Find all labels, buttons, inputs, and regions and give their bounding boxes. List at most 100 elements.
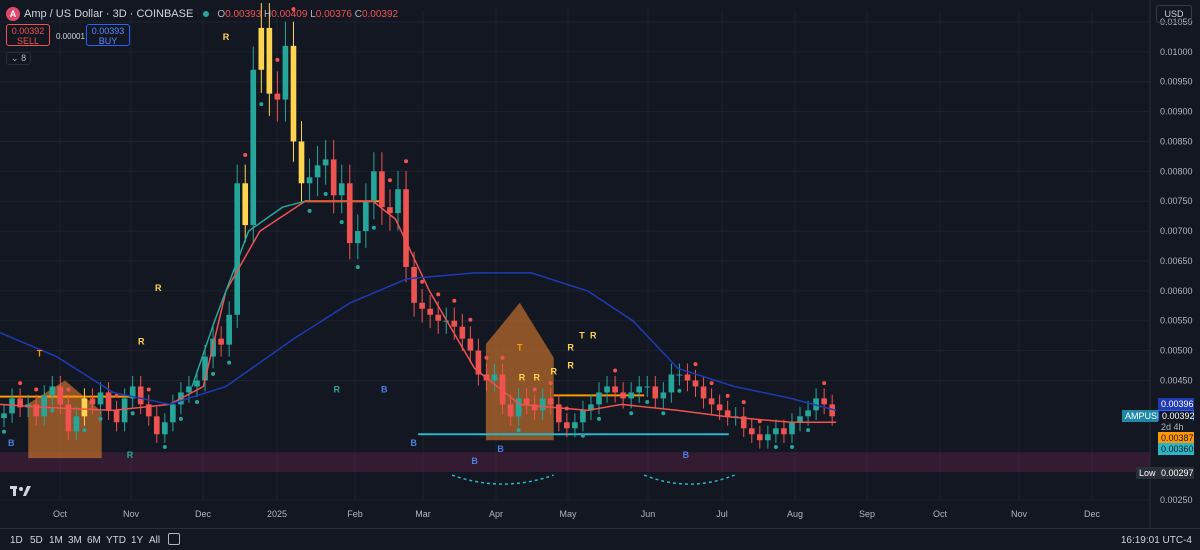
signal-dot — [789, 445, 794, 450]
signal-dot — [211, 371, 216, 376]
indicators-toggle[interactable]: ⌄ 8 — [6, 52, 32, 65]
indicator-line — [191, 200, 306, 387]
timeframe-all[interactable]: All — [149, 535, 161, 546]
tradingview-logo-icon — [10, 486, 31, 496]
x-tick-label: Jul — [716, 509, 728, 519]
candle-body — [636, 386, 643, 393]
candle-body — [781, 428, 787, 435]
candle-body — [829, 404, 835, 417]
candle-body — [572, 422, 578, 429]
candle-body — [387, 207, 393, 214]
candle-body — [459, 326, 466, 339]
candle-body — [129, 386, 136, 399]
candle-body — [186, 386, 192, 393]
currency-selector[interactable]: USD — [1156, 5, 1192, 23]
y-tick-label: 0.00550 — [1160, 316, 1193, 326]
signal-label: R — [519, 372, 526, 382]
y-tick-label: 0.00650 — [1160, 256, 1193, 266]
indicator-line — [0, 272, 837, 412]
signal-dot — [580, 433, 585, 438]
orange-level-tag: 0.00387 — [1158, 432, 1194, 444]
candle-body — [202, 356, 208, 381]
symbol-title[interactable]: Amp / US Dollar · 3D · COINBASE — [24, 8, 194, 20]
candle-body — [507, 404, 514, 417]
timeframe-5d[interactable]: 5D — [30, 535, 43, 546]
y-tick-label: 0.00450 — [1160, 375, 1193, 385]
signal-dot — [677, 388, 682, 393]
bottom-toolbar: 1D 5D 1M 3M 6M YTD 1Y All 16:19:01 UTC-4 — [0, 528, 1200, 550]
signal-dot — [194, 400, 199, 405]
x-tick-label: Dec — [1084, 509, 1101, 519]
signal-dot — [500, 355, 505, 360]
candle-body — [266, 27, 273, 94]
cyan-level-tag: 0.00360 — [1158, 443, 1194, 455]
candle-body — [700, 386, 707, 399]
rounding-arc — [451, 474, 554, 485]
sell-button[interactable]: 0.00392 SELL — [6, 24, 50, 46]
ma-price-tag: 0.00396 — [1158, 398, 1194, 410]
signal-dot — [709, 381, 714, 386]
candle-body — [113, 410, 120, 423]
timeframe-6m[interactable]: 6M — [87, 535, 101, 546]
clock[interactable]: 16:19:01 UTC-4 — [1120, 535, 1192, 546]
candle-body — [194, 380, 200, 387]
signal-dot — [516, 428, 521, 433]
candle-body — [612, 386, 618, 393]
signal-dot — [420, 279, 425, 284]
price-axis[interactable]: 0.01050 0.01000 0.00950 0.00900 0.00850 0.008… — [1149, 0, 1193, 528]
support-band-rect — [0, 452, 1150, 472]
signal-dot — [548, 381, 553, 386]
candle-body — [226, 314, 232, 345]
candle-body — [338, 183, 345, 196]
candle-body — [652, 386, 659, 399]
buy-button[interactable]: 0.00393 BUY — [86, 24, 130, 46]
candle-body — [306, 177, 313, 184]
signal-label: R — [223, 32, 230, 42]
signal-label: R — [333, 384, 340, 394]
signal-dot — [34, 387, 39, 392]
candle-body — [628, 392, 634, 399]
candle-body — [1, 413, 7, 419]
calendar-range-icon[interactable] — [168, 533, 180, 545]
y-tick-label: 0.00850 — [1160, 136, 1193, 146]
timeframe-1m[interactable]: 1M — [49, 535, 63, 546]
candle-body — [765, 434, 771, 441]
candle-body — [716, 404, 723, 411]
rounding-arc — [643, 474, 735, 485]
time-axis[interactable]: Oct Nov Dec 2025 Feb Mar Apr May Jun Jul Aug Sep Oct… — [53, 509, 1101, 519]
x-tick-label: Nov — [123, 509, 140, 519]
indicator-count: 8 — [21, 53, 27, 63]
ohlc-values: O0.00393 H0.00409 L0.00376 C0.00392 — [217, 8, 399, 20]
timeframe-3m[interactable]: 3M — [68, 535, 82, 546]
signal-label: T — [517, 343, 523, 353]
candle-body — [805, 410, 811, 417]
timeframe-ytd[interactable]: YTD — [106, 535, 126, 546]
candle-body — [89, 398, 96, 405]
timeframe-1d[interactable]: 1D — [10, 535, 23, 546]
candle-body — [797, 416, 803, 423]
x-tick-label: 2025 — [267, 509, 287, 519]
signal-dot — [532, 387, 537, 392]
signal-label: R — [567, 361, 574, 371]
signal-label: B — [683, 450, 690, 460]
signal-dot — [452, 298, 457, 303]
signal-label: B — [497, 444, 504, 454]
signal-dot — [291, 7, 296, 12]
candle-body — [403, 189, 409, 267]
signal-dot — [741, 400, 746, 405]
x-tick-label: Aug — [787, 509, 803, 519]
candle-body — [65, 404, 72, 432]
buy-label: BUY — [98, 36, 118, 46]
timeframe-1y[interactable]: 1Y — [131, 535, 144, 546]
signal-dot — [693, 362, 698, 367]
candle-body — [773, 428, 779, 435]
signal-dot — [661, 411, 666, 416]
candle-body — [419, 302, 425, 309]
x-tick-label: Nov — [1011, 509, 1028, 519]
y-tick-label: 0.00600 — [1160, 286, 1193, 296]
signal-dot — [227, 360, 232, 365]
support-band — [0, 452, 1150, 472]
y-tick-label: 0.00500 — [1160, 346, 1193, 356]
candle-body — [395, 189, 401, 214]
